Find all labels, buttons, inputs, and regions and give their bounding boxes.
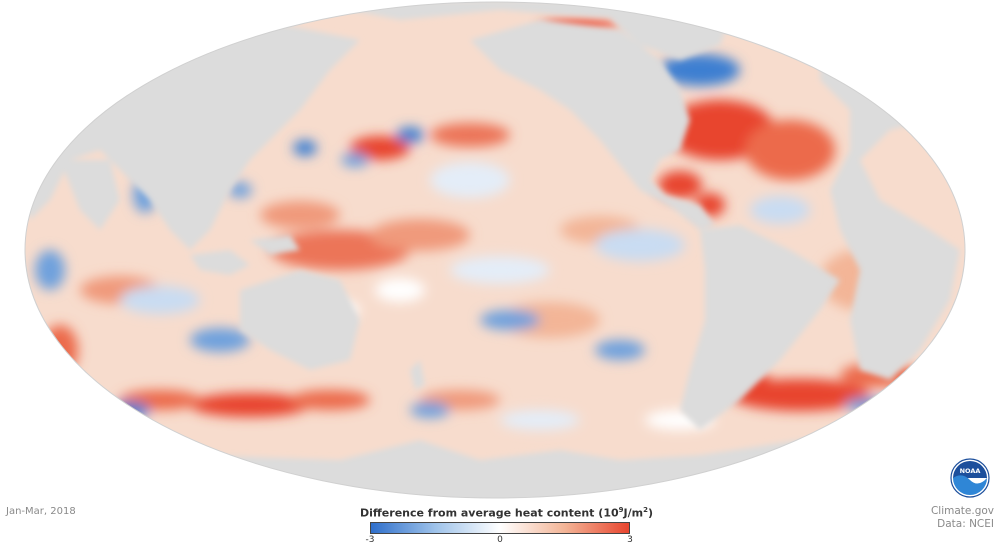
legend-max-label: 3	[627, 534, 633, 545]
date-label: Jan-Mar, 2018	[6, 506, 76, 517]
legend-min-label: -3	[365, 534, 375, 545]
legend: Difference from average heat content (10…	[360, 506, 653, 547]
land-south-america	[680, 225, 840, 430]
globe-outline	[24, 1, 966, 499]
legend-color-bar	[370, 521, 630, 534]
noaa-logo-icon: NOAA	[950, 458, 990, 498]
land-indonesia	[190, 250, 250, 275]
credits: Climate.gov Data: NCEI	[931, 505, 994, 531]
svg-text:NOAA: NOAA	[960, 467, 981, 475]
legend-ticks: -3 0 3	[366, 534, 633, 547]
legend-mid-label: 0	[497, 534, 503, 545]
land-australia	[240, 270, 360, 370]
credit-climate-gov: Climate.gov	[930, 505, 994, 517]
credit-data-source: Data: NCEI	[937, 518, 994, 530]
legend-title: Difference from average heat content (10…	[360, 506, 653, 520]
land-north-america	[470, 20, 715, 230]
land-india	[60, 160, 120, 230]
